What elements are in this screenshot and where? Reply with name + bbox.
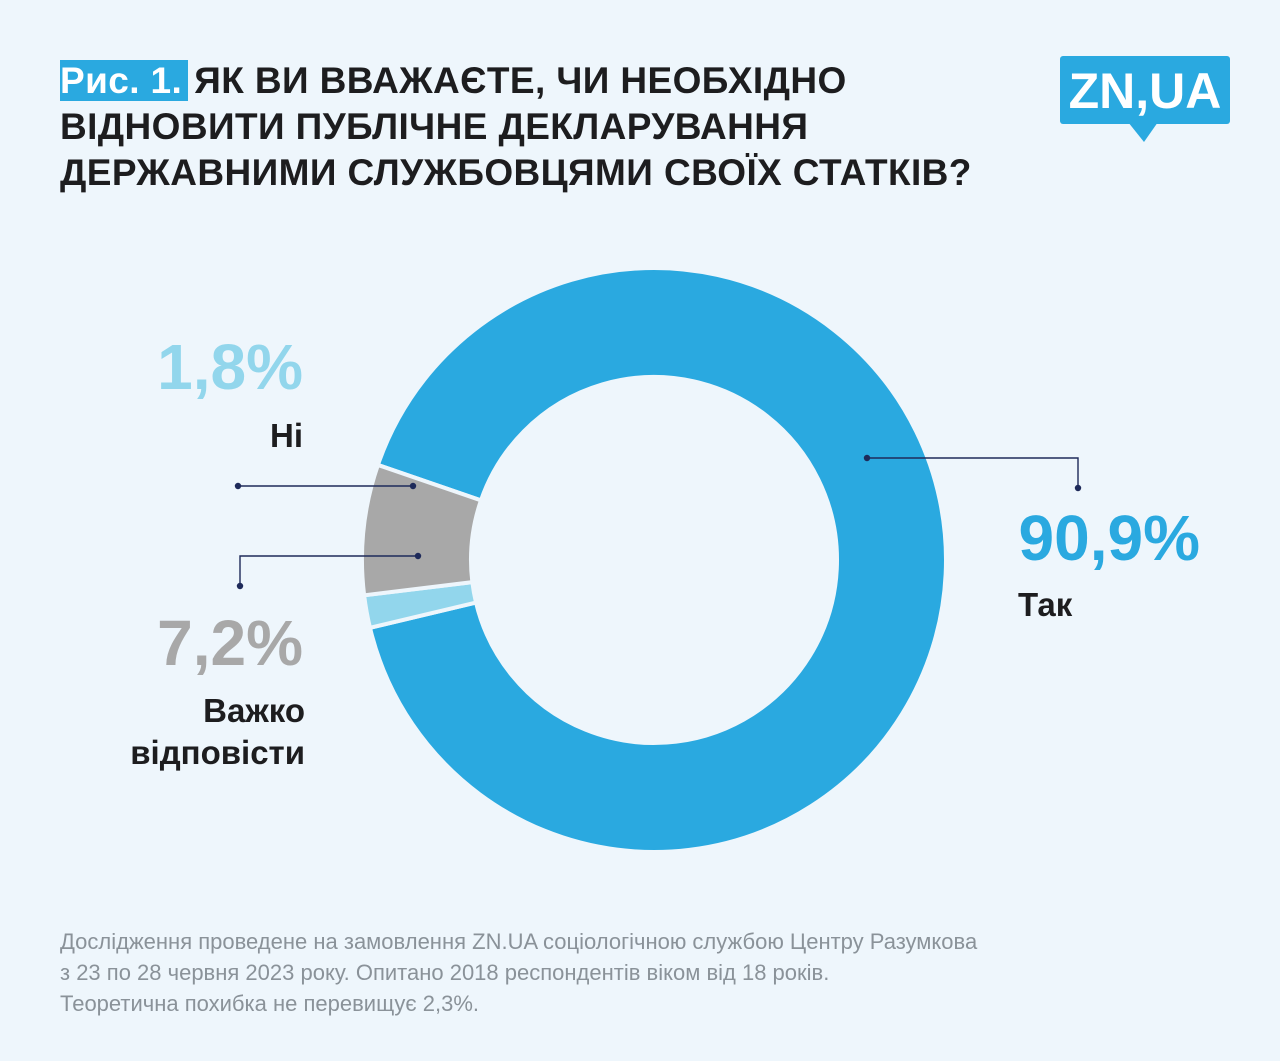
category-label-3-line-1: Важко [203, 692, 305, 729]
logo-tail [1128, 122, 1158, 142]
leader-dot-slice-1-outer [1074, 484, 1082, 492]
value-label-1: 90,9% [1019, 502, 1200, 574]
zn-ua-logo: ZN,UA [1060, 56, 1230, 142]
category-label-3-line-2: відповісти [130, 734, 305, 771]
figure-label: Рис. 1. [60, 60, 189, 101]
slice-1 [367, 266, 948, 854]
footnote-line-2: з 23 по 28 червня 2023 року. Опитано 201… [60, 960, 830, 985]
leader-dot-slice-3-outer [236, 582, 244, 590]
footnote: Дослідження проведене на замовлення ZN.U… [60, 926, 1210, 1019]
logo-bubble [1060, 56, 1230, 124]
leader-line-slice-1 [867, 457, 1079, 488]
category-label-1: Так [1018, 586, 1073, 623]
logo-text: ZN,UA [1069, 63, 1222, 119]
title-text: Як ви вважаєте, чи необхідно відновити п… [60, 60, 972, 193]
footnote-line-3: Теоретична похибка не перевищує 2,3%. [60, 991, 480, 1016]
value-label-3: 7,2% [157, 607, 303, 679]
footnote-line-1: Дослідження проведене на замовлення ZN.U… [60, 929, 978, 954]
chart-title: Рис. 1. Як ви вважаєте, чи необхідно відн… [60, 58, 1040, 196]
leader-line-slice-3 [239, 555, 418, 586]
value-label-2: 1,8% [157, 331, 303, 403]
leader-dot-slice-2-outer [234, 482, 242, 490]
category-label-2: Ні [270, 417, 303, 454]
